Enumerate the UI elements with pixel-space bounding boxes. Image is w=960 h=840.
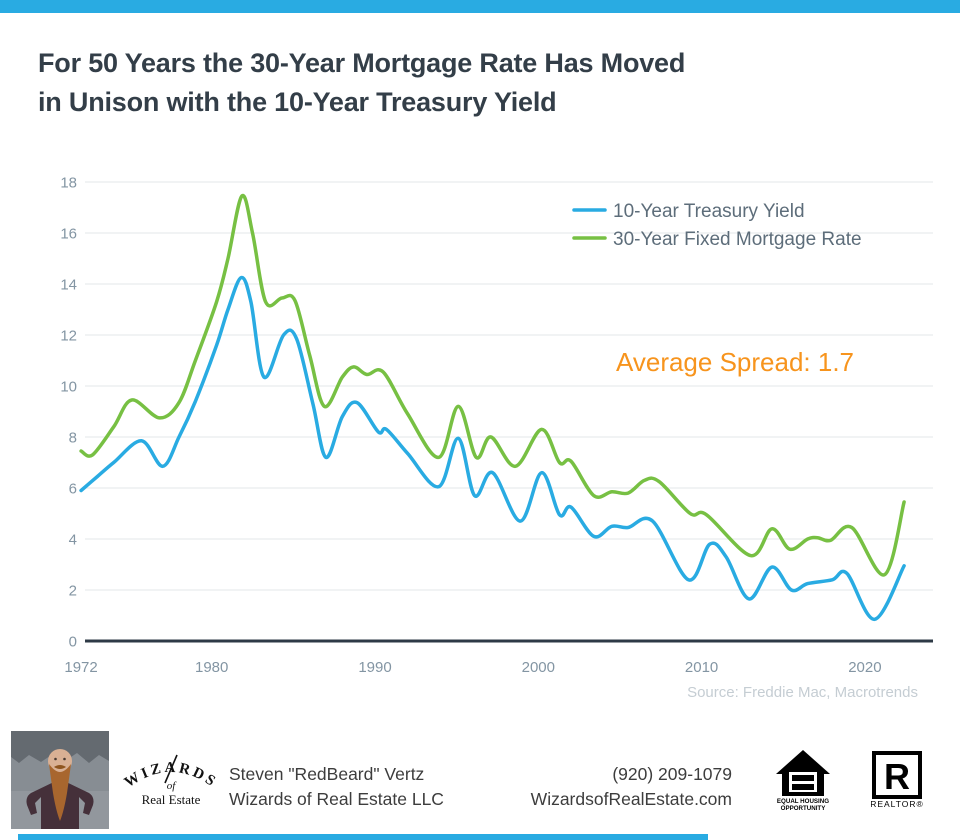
equal-housing-logo: EQUAL HOUSING OPPORTUNITY <box>776 750 830 812</box>
top-accent-bar <box>0 0 960 13</box>
x-tick-label: 1990 <box>358 659 391 676</box>
photo-trees <box>11 731 109 763</box>
realtor-logo: R REALTOR® <box>871 751 924 809</box>
bottom-accent-bar <box>18 834 708 840</box>
legend-label-treasury: 10-Year Treasury Yield <box>613 201 805 222</box>
page-title: For 50 Years the 30-Year Mortgage Rate H… <box>38 44 918 122</box>
figure-mustache <box>54 765 66 769</box>
eho-text-line1: EQUAL HOUSING <box>777 798 829 805</box>
page-title-line1: For 50 Years the 30-Year Mortgage Rate H… <box>38 48 686 78</box>
website-url: WizardsofRealEstate.com <box>530 789 732 809</box>
y-tick-label: 2 <box>69 583 77 600</box>
page-title-line2: in Unison with the 10-Year Treasury Yiel… <box>38 87 557 117</box>
x-tick-label: 2010 <box>685 659 718 676</box>
agent-photo <box>11 731 109 829</box>
x-tick-label: 1972 <box>64 659 97 676</box>
x-axis-labels: 1972 1980 1990 2000 2010 2020 <box>64 659 881 676</box>
source-credit: Source: Freddie Mac, Macrotrends <box>687 684 918 701</box>
y-tick-label: 4 <box>69 532 77 549</box>
y-tick-label: 0 <box>69 634 77 651</box>
agent-name: Steven "RedBeard" Vertz <box>229 764 425 784</box>
x-tick-label: 2000 <box>522 659 555 676</box>
average-spread-annotation: Average Spread: 1.7 <box>616 347 854 377</box>
y-tick-label: 10 <box>60 379 77 396</box>
logo-sub-text: Real Estate <box>142 792 201 807</box>
logo-of-text: of <box>167 780 178 792</box>
footer: WIZARDS of Real Estate Steven "RedBeard"… <box>0 725 960 835</box>
company-name: Wizards of Real Estate LLC <box>229 789 444 809</box>
eho-equal-bar-top <box>792 775 814 781</box>
y-axis-labels: 0 2 4 6 8 10 12 14 16 18 <box>60 175 77 651</box>
y-tick-label: 12 <box>60 328 77 345</box>
y-tick-label: 8 <box>69 430 77 447</box>
contact-info: (920) 209-1079 WizardsofRealEstate.com <box>480 762 732 812</box>
chart-legend: 10-Year Treasury Yield 30-Year Fixed Mor… <box>572 201 862 250</box>
x-tick-label: 1980 <box>195 659 228 676</box>
realtor-frame <box>872 751 922 799</box>
y-tick-label: 14 <box>60 277 77 294</box>
figure-eye-right <box>63 757 66 761</box>
agent-info: Steven "RedBeard" Vertz Wizards of Real … <box>229 762 444 812</box>
phone-number: (920) 209-1079 <box>612 764 732 784</box>
wizard-staff-icon <box>164 754 178 784</box>
y-tick-label: 16 <box>60 226 77 243</box>
realtor-wordmark: REALTOR® <box>871 799 924 809</box>
x-tick-label: 2020 <box>848 659 881 676</box>
gridlines <box>85 181 933 643</box>
y-tick-label: 6 <box>69 481 77 498</box>
y-tick-label: 18 <box>60 175 77 192</box>
wizards-logo: WIZARDS of Real Estate <box>123 754 217 807</box>
eho-equal-bar-bottom <box>792 784 814 790</box>
figure-eye-left <box>54 757 57 761</box>
legend-label-mortgage: 30-Year Fixed Mortgage Rate <box>613 229 862 250</box>
eho-text-line2: OPPORTUNITY <box>781 805 827 812</box>
rates-line-chart: 0 2 4 6 8 10 12 14 16 18 1972 1980 1990 2000 2010 2020… <box>60 175 933 701</box>
mortgage-rate-line <box>79 193 906 577</box>
realtor-r-letter: R <box>884 756 910 797</box>
figure-beard <box>49 764 71 821</box>
treasury-yield-line <box>79 275 906 622</box>
